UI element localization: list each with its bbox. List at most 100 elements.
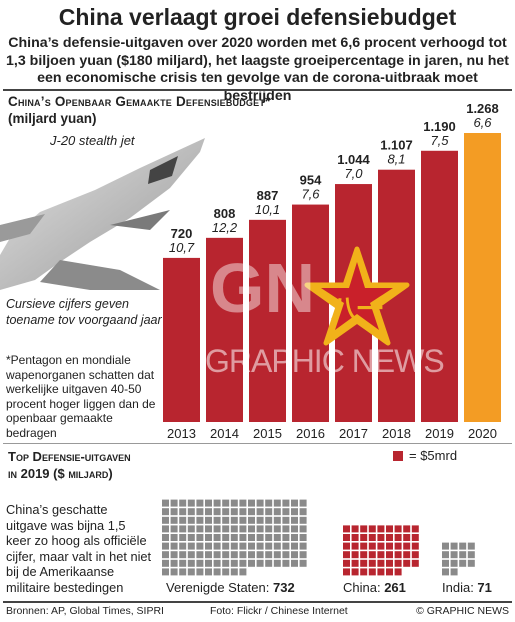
waffle-square: [187, 508, 195, 516]
waffle-square: [179, 499, 187, 507]
waffle-square: [273, 508, 281, 516]
waffle-label-india: India: 71: [442, 580, 492, 595]
headline: China verlaagt groei defensiebudget: [58, 4, 457, 30]
waffle-square: [170, 508, 178, 516]
waffle-square: [170, 534, 178, 541]
waffle-square: [351, 542, 359, 550]
waffle-square: [170, 542, 178, 550]
waffle-square: [222, 542, 230, 550]
waffle-square: [205, 516, 212, 524]
waffle-square: [265, 559, 273, 567]
waffle-square: [187, 559, 195, 567]
waffle-square: [222, 508, 230, 516]
waffle-square: [282, 534, 290, 541]
waffle-square: [248, 534, 255, 541]
waffle-square: [196, 551, 204, 559]
waffle-square: [230, 559, 238, 567]
value-label-2020: 1.268: [466, 101, 499, 116]
waffle-square: [368, 568, 376, 576]
waffle-square: [179, 551, 187, 559]
waffle-square: [205, 542, 212, 550]
growth-label-2018: 8,1: [387, 152, 405, 167]
waffle-square: [291, 534, 298, 541]
waffle-square: [187, 525, 195, 533]
legend-swatch: [393, 451, 403, 461]
waffle-square: [187, 542, 195, 550]
waffle-square: [386, 559, 393, 567]
waffle-square: [222, 534, 230, 541]
waffle-square: [230, 499, 238, 507]
waffle-square: [179, 568, 187, 576]
waffle-square: [256, 516, 264, 524]
value-label-2019: 1.190: [423, 119, 456, 134]
growth-label-2014: 12,2: [212, 220, 238, 235]
waffle-square: [377, 551, 385, 559]
waffle-square: [196, 568, 204, 576]
waffle-square: [394, 559, 402, 567]
waffle-square: [394, 542, 402, 550]
waffle-square: [205, 508, 212, 516]
waffle-square: [239, 508, 247, 516]
waffle-square: [256, 508, 264, 516]
waffle-square: [386, 551, 393, 559]
waffle-square: [256, 551, 264, 559]
waffle-square: [299, 516, 307, 524]
bar-2020: [464, 133, 501, 422]
waffle-square: [248, 542, 255, 550]
waffle-square: [248, 508, 255, 516]
waffle-square: [459, 551, 467, 559]
top-rule: [3, 89, 512, 91]
bar-2015: [249, 219, 286, 422]
waffle-square: [239, 542, 247, 550]
waffle-square: [196, 542, 204, 550]
growth-label-2016: 7,6: [301, 187, 320, 202]
waffle-square: [230, 534, 238, 541]
waffle-square: [467, 542, 475, 550]
bottom-rule: [3, 601, 512, 603]
waffle-square: [196, 516, 204, 524]
waffle-square: [467, 559, 475, 567]
graphic-news-watermark: GRAPHIC NEWS: [205, 343, 445, 379]
waffle-square: [273, 551, 281, 559]
j20-jet-illustration: [0, 138, 205, 290]
waffle-square: [377, 559, 385, 567]
waffle-square: [299, 525, 307, 533]
waffle-square: [411, 534, 419, 541]
waffle-square: [360, 542, 368, 550]
waffle-square: [162, 508, 169, 516]
waffle-square: [442, 568, 449, 576]
waffle-square: [377, 568, 385, 576]
waffle-square: [368, 525, 376, 533]
waffle-square: [351, 525, 359, 533]
growth-label-2017: 7,0: [344, 166, 363, 181]
waffle-square: [222, 516, 230, 524]
waffle-square: [282, 559, 290, 567]
jet-label: J-20 stealth jet: [50, 133, 135, 148]
waffle-square: [282, 508, 290, 516]
waffle-square: [368, 534, 376, 541]
waffle-square: [265, 508, 273, 516]
waffle-square: [394, 534, 402, 541]
waffle-square: [170, 559, 178, 567]
bar-2013: [163, 257, 200, 422]
waffle-square: [162, 516, 169, 524]
waffle-square: [377, 534, 385, 541]
waffle-square: [239, 516, 247, 524]
year-label-2019: 2019: [425, 426, 454, 441]
waffle-square: [282, 525, 290, 533]
waffle-square: [205, 525, 212, 533]
waffle-square: [256, 534, 264, 541]
waffle-square: [205, 551, 212, 559]
waffle-square: [222, 551, 230, 559]
waffle-square: [205, 534, 212, 541]
waffle-square: [360, 568, 368, 576]
waffle-square: [170, 499, 178, 507]
waffle-square: [248, 525, 255, 533]
year-label-2013: 2013: [167, 426, 196, 441]
copyright: © GRAPHIC NEWS: [416, 605, 509, 617]
star-emblem: 八一: [304, 246, 410, 346]
waffle-square: [368, 559, 376, 567]
waffle-square: [411, 542, 419, 550]
waffle-chart: [162, 499, 475, 576]
waffle-square: [256, 542, 264, 550]
